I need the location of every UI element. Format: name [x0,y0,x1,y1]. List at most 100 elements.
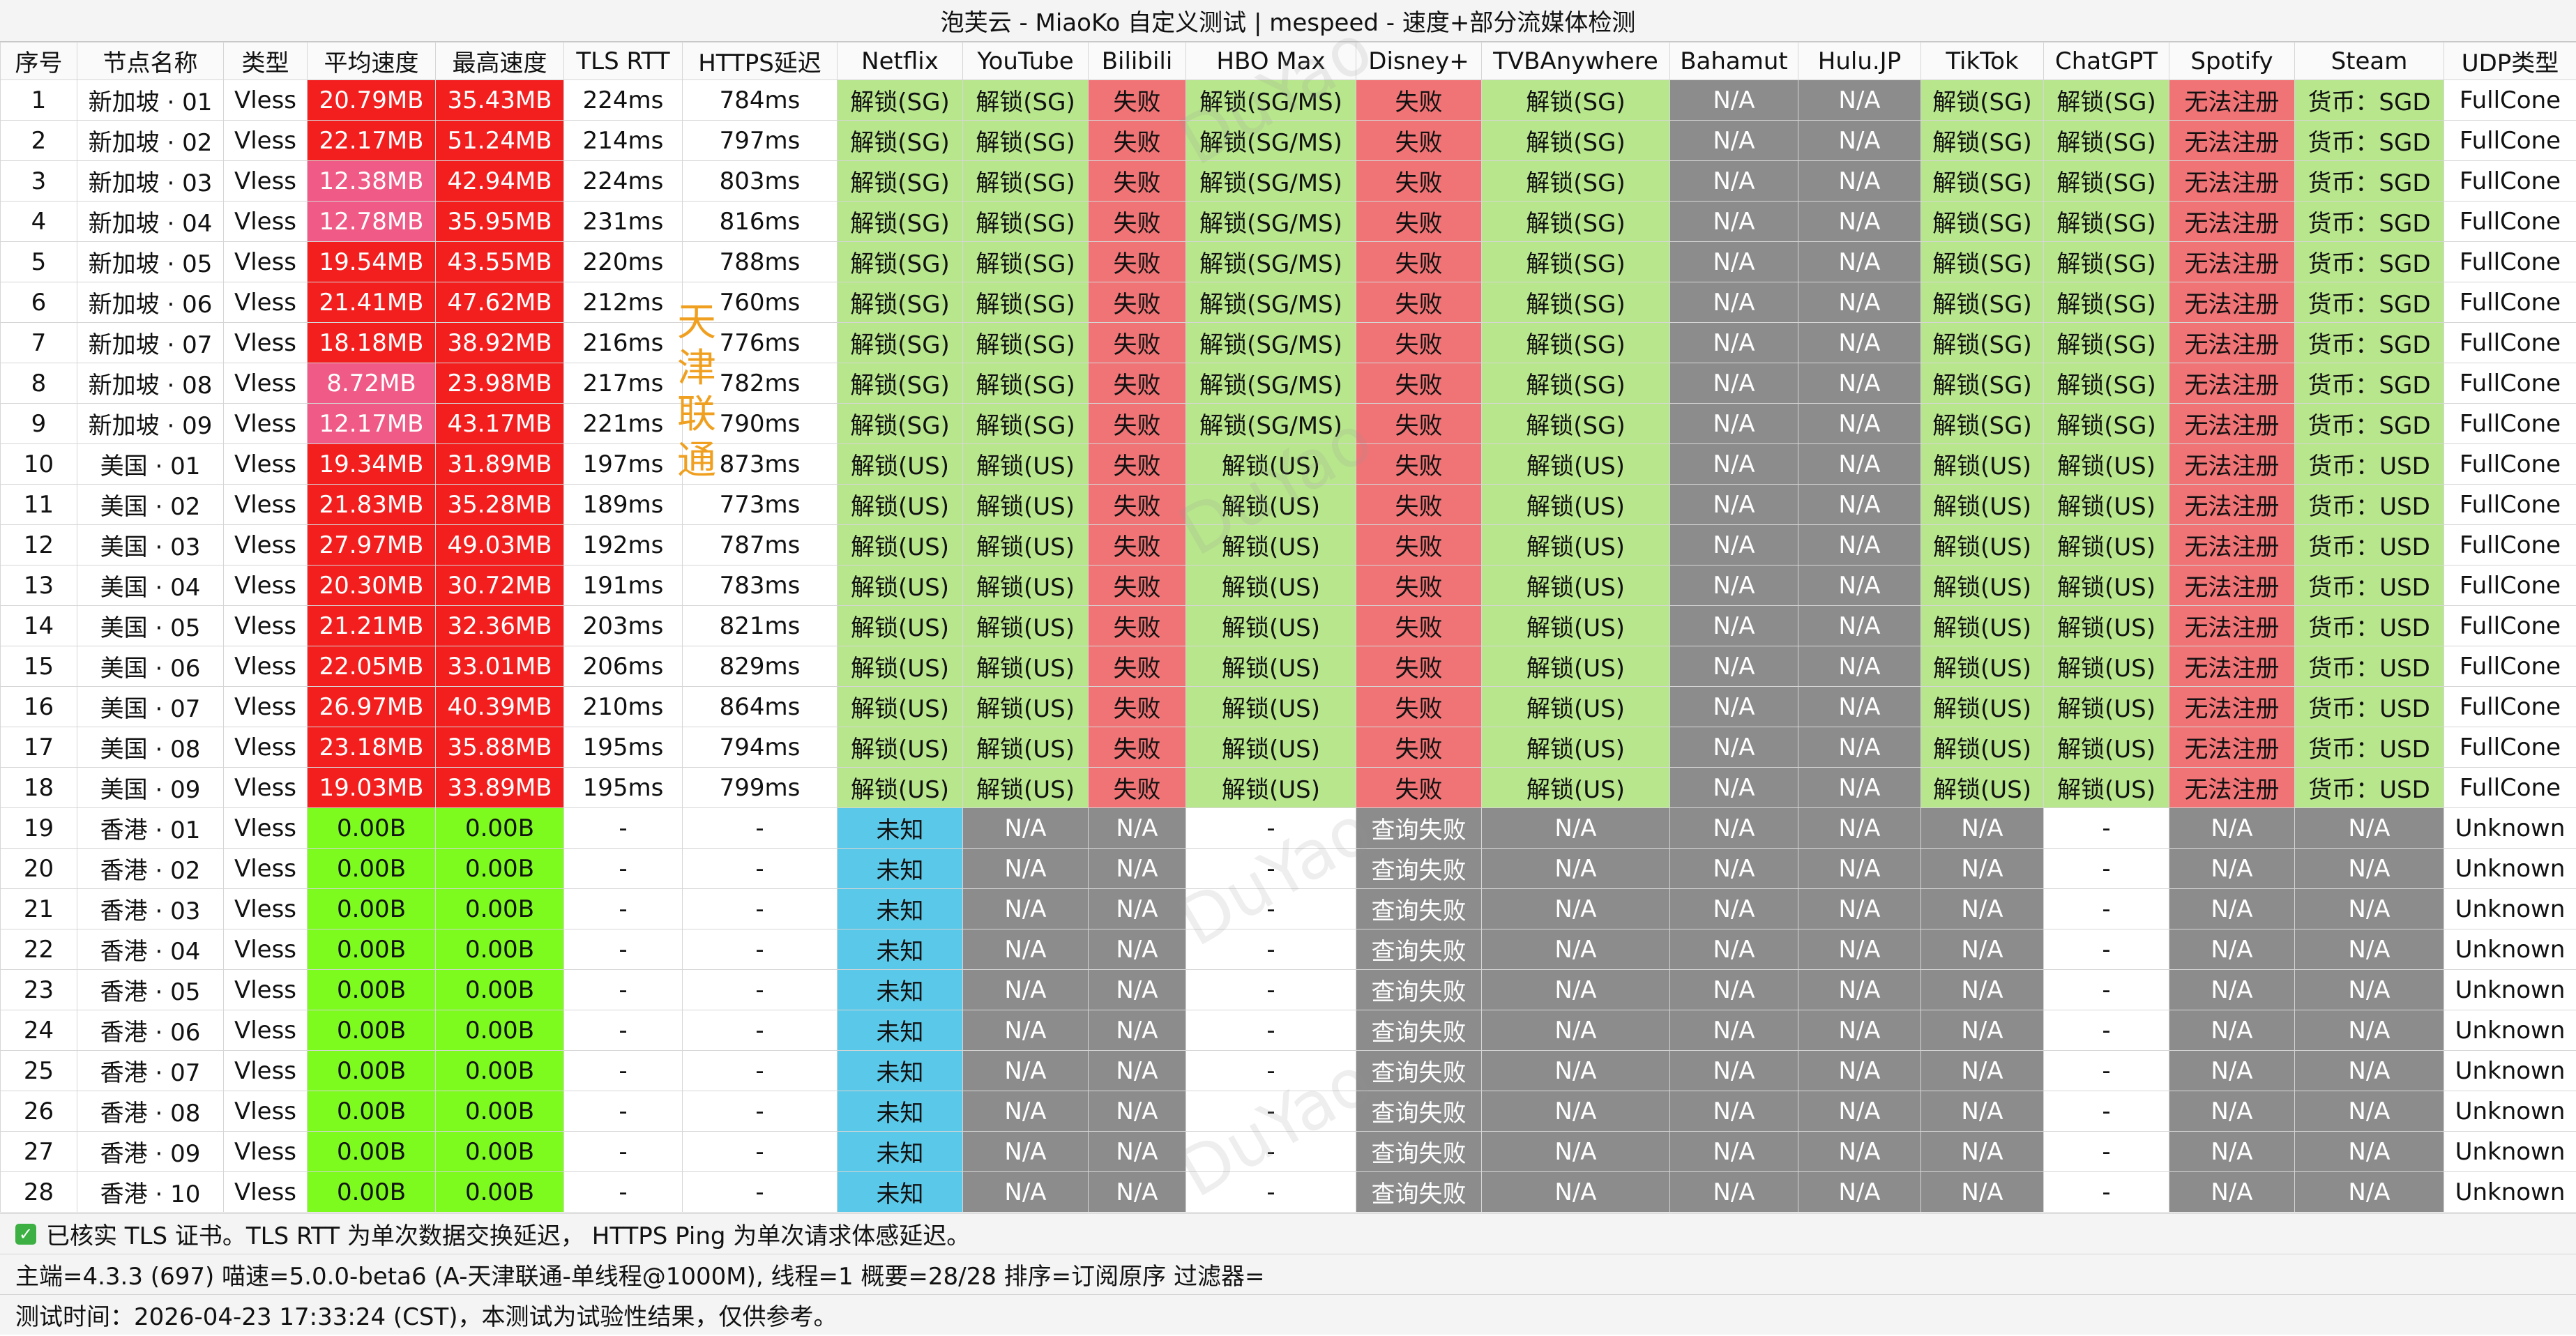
table-cell: Vless [223,1091,308,1132]
table-row[interactable]: 8 新加坡 · 08 Vless 8.72MB 23.98MB 217ms 782ms 解锁(… [0,363,2576,404]
table-row[interactable]: 2 新加坡 · 02 Vless 22.17MB 51.24MB 214ms 797ms 解锁… [0,120,2576,161]
table-cell: N/A [2169,1050,2295,1091]
table-cell: 0.00B [307,969,436,1010]
table-row[interactable]: 25 香港 · 07 Vless 0.00B 0.00B - - 未知 N/A N/A - 查询失败 N… [0,1050,2576,1091]
table-cell: N/A [1920,1171,2044,1213]
table-cell: 解锁(SG) [2043,363,2169,404]
table-row[interactable]: 22 香港 · 04 Vless 0.00B 0.00B - - 未知 N/A N/A - 查询失败 N… [0,929,2576,970]
table-cell: Vless [223,524,308,565]
table-cell: N/A [1088,807,1186,849]
column-header[interactable]: Bilibili [1088,42,1186,80]
table-cell: 231ms [563,201,683,242]
table-row[interactable]: 17 美国 · 08 Vless 23.18MB 35.88MB 195ms 794ms 解锁… [0,727,2576,768]
column-header[interactable]: Hulu.JP [1798,42,1921,80]
table-cell: 无法注册 [2169,686,2295,727]
table-row[interactable]: 27 香港 · 09 Vless 0.00B 0.00B - - 未知 N/A N/A - 查询失败 N… [0,1131,2576,1172]
table-cell: FullCone [2444,686,2576,727]
table-cell: 33.01MB [435,646,564,687]
table-cell: 失败 [1356,282,1482,323]
column-header[interactable]: Steam [2294,42,2444,80]
table-cell: Vless [223,363,308,404]
column-header[interactable]: Spotify [2169,42,2295,80]
table-row[interactable]: 6 新加坡 · 06 Vless 21.41MB 47.62MB 212ms 760ms 解锁… [0,282,2576,323]
table-row[interactable]: 18 美国 · 09 Vless 19.03MB 33.89MB 195ms 799ms 解锁… [0,767,2576,808]
table-cell: N/A [1798,363,1921,404]
table-cell: FullCone [2444,524,2576,565]
table-cell: N/A [1798,484,1921,525]
table-cell: 7 [0,322,77,363]
table-cell: 美国 · 01 [77,443,224,485]
table-row[interactable]: 24 香港 · 06 Vless 0.00B 0.00B - - 未知 N/A N/A - 查询失败 N… [0,1010,2576,1051]
table-cell: 解锁(SG) [1920,201,2044,242]
table-row[interactable]: 16 美国 · 07 Vless 26.97MB 40.39MB 210ms 864ms 解锁… [0,686,2576,727]
table-cell: 失败 [1088,160,1186,202]
table-cell: FullCone [2444,201,2576,242]
table-cell: 失败 [1088,443,1186,485]
table-cell: Vless [223,1010,308,1051]
table-cell: 无法注册 [2169,524,2295,565]
column-header[interactable]: HTTPS延迟 [682,42,838,80]
table-row[interactable]: 11 美国 · 02 Vless 21.83MB 35.28MB 189ms 773ms 解锁… [0,484,2576,525]
table-row[interactable]: 28 香港 · 10 Vless 0.00B 0.00B - - 未知 N/A N/A - 查询失败 N… [0,1171,2576,1213]
table-row[interactable]: 5 新加坡 · 05 Vless 19.54MB 43.55MB 220ms 788ms 解锁… [0,241,2576,282]
table-cell: 新加坡 · 03 [77,160,224,202]
column-header[interactable]: 最高速度 [435,42,564,80]
table-cell: 查询失败 [1356,807,1482,849]
table-cell: - [682,888,838,929]
table-cell: 未知 [837,1050,963,1091]
column-header[interactable]: TVBAnywhere [1481,42,1670,80]
table-cell: Vless [223,807,308,849]
table-cell: 195ms [563,727,683,768]
table-row[interactable]: 19 香港 · 01 Vless 0.00B 0.00B - - 未知 N/A N/A - 查询失败 N… [0,807,2576,849]
table-cell: Vless [223,201,308,242]
table-cell: N/A [1088,888,1186,929]
column-header[interactable]: UDP类型 [2444,42,2576,80]
table-cell: Vless [223,160,308,202]
column-header[interactable]: 类型 [223,42,308,80]
column-header[interactable]: Bahamut [1669,42,1798,80]
table-row[interactable]: 15 美国 · 06 Vless 22.05MB 33.01MB 206ms 829ms 解锁… [0,646,2576,687]
column-header[interactable]: HBO Max [1185,42,1356,80]
table-cell: - [1185,1010,1356,1051]
column-header[interactable]: 平均速度 [307,42,436,80]
table-cell: N/A [1669,848,1798,889]
table-row[interactable]: 1 新加坡 · 01 Vless 20.79MB 35.43MB 224ms 784ms 解锁… [0,79,2576,121]
table-row[interactable]: 10 美国 · 01 Vless 19.34MB 31.89MB 197ms 873ms 解锁… [0,443,2576,485]
column-header[interactable]: 序号 [0,42,77,80]
table-cell: N/A [1669,160,1798,202]
table-row[interactable]: 7 新加坡 · 07 Vless 18.18MB 38.92MB 216ms 776ms 解锁… [0,322,2576,363]
table-cell: 8.72MB [307,363,436,404]
table-row[interactable]: 14 美国 · 05 Vless 21.21MB 32.36MB 203ms 821ms 解锁… [0,605,2576,646]
table-cell: 货币：SGD [2294,241,2444,282]
table-row[interactable]: 12 美国 · 03 Vless 27.97MB 49.03MB 192ms 787ms 解锁… [0,524,2576,565]
table-row[interactable]: 9 新加坡 · 09 Vless 12.17MB 43.17MB 221ms 790ms 解锁… [0,403,2576,444]
column-header[interactable]: YouTube [962,42,1089,80]
table-row[interactable]: 20 香港 · 02 Vless 0.00B 0.00B - - 未知 N/A N/A - 查询失败 N… [0,848,2576,889]
column-header[interactable]: ChatGPT [2043,42,2169,80]
column-header[interactable]: Disney+ [1356,42,1482,80]
table-cell: 51.24MB [435,120,564,161]
table-cell: 解锁(SG) [2043,322,2169,363]
table-cell: 解锁(US) [2043,646,2169,687]
table-cell: 解锁(US) [1920,484,2044,525]
table-row[interactable]: 26 香港 · 08 Vless 0.00B 0.00B - - 未知 N/A N/A - 查询失败 N… [0,1091,2576,1132]
table-row[interactable]: 13 美国 · 04 Vless 20.30MB 30.72MB 191ms 783ms 解锁… [0,565,2576,606]
column-header[interactable]: TLS RTT [563,42,683,80]
table-row[interactable]: 23 香港 · 05 Vless 0.00B 0.00B - - 未知 N/A N/A - 查询失败 N… [0,969,2576,1010]
table-row[interactable]: 21 香港 · 03 Vless 0.00B 0.00B - - 未知 N/A N/A - 查询失败 N… [0,888,2576,929]
table-cell: 失败 [1088,605,1186,646]
column-header[interactable]: TikTok [1920,42,2044,80]
table-row[interactable]: 3 新加坡 · 03 Vless 12.38MB 42.94MB 224ms 803ms 解锁… [0,160,2576,202]
table-cell: 失败 [1088,241,1186,282]
table-cell: 224ms [563,160,683,202]
column-header[interactable]: Netflix [837,42,963,80]
table-row[interactable]: 4 新加坡 · 04 Vless 12.78MB 35.95MB 231ms 816ms 解锁… [0,201,2576,242]
column-header[interactable]: 节点名称 [77,42,224,80]
table-cell: N/A [1798,646,1921,687]
table-cell: Vless [223,727,308,768]
table-cell: 解锁(US) [1481,605,1670,646]
table-cell: 解锁(US) [837,605,963,646]
table-cell: 解锁(SG) [1920,322,2044,363]
table-cell: 21.83MB [307,484,436,525]
table-cell: 797ms [682,120,838,161]
